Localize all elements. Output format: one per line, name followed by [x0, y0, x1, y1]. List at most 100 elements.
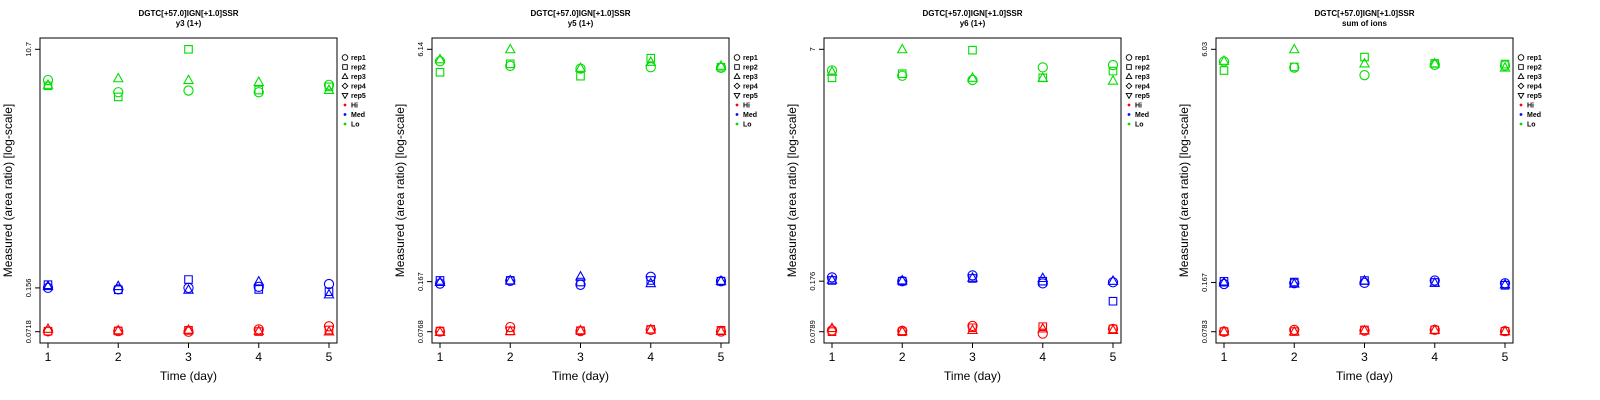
- data-point-med-rep1: [1218, 278, 1230, 290]
- legend-label: Med: [1527, 112, 1541, 119]
- data-point-lo-rep3: [1358, 57, 1371, 68]
- data-point-hi-rep1: [826, 325, 838, 336]
- legend-dot-hi: [343, 103, 347, 107]
- data-point-med-rep2: [1038, 276, 1048, 286]
- x-tick-label: 4: [1039, 350, 1046, 364]
- legend-label: rep4: [1527, 84, 1542, 91]
- data-point-hi-rep3: [253, 324, 265, 335]
- data-point-lo-rep1: [897, 70, 908, 81]
- data-point-lo-rep3: [645, 55, 657, 66]
- plot-frame: [823, 37, 1122, 344]
- data-point-lo-rep2: [1289, 62, 1299, 72]
- chart-title: DGTC[+57.0]IGN[+1.0]SSR: [922, 9, 1022, 18]
- legend-marker-rep1: [1125, 54, 1133, 61]
- data-point-med-rep1: [826, 272, 838, 283]
- data-point-hi-rep3: [1358, 324, 1371, 335]
- data-point-lo-rep3: [715, 59, 727, 70]
- data-point-lo-rep2: [505, 59, 515, 69]
- y-tick-label: 0.176: [808, 272, 817, 291]
- data-point-lo-rep2: [646, 53, 656, 63]
- data-point-med-rep3: [253, 275, 265, 286]
- data-point-med-rep2: [1108, 296, 1118, 306]
- y-tick-label: 0.0789: [808, 320, 817, 343]
- chart-panel-1: DGTC[+57.0]IGN[+1.0]SSR y3 (1+) 1 2 3 4 5 0.071…: [0, 0, 392, 400]
- chart-title: DGTC[+57.0]IGN[+1.0]SSR: [1314, 9, 1414, 18]
- data-point-lo-rep1: [253, 87, 264, 98]
- legend-marker-rep5: [1517, 92, 1525, 100]
- data-point-hi-rep3: [434, 325, 446, 336]
- data-point-lo-rep3: [1037, 71, 1049, 82]
- x-tick-label: 5: [1110, 350, 1117, 364]
- y-tick-label: 0.0718: [24, 320, 33, 343]
- data-point-hi-rep3: [574, 324, 587, 335]
- data-point-med-rep1: [1037, 278, 1048, 289]
- chart-subtitle: sum of ions: [1342, 19, 1387, 28]
- legend-label: Lo: [743, 122, 752, 129]
- data-point-lo-rep3: [112, 72, 124, 83]
- data-point-med-rep3: [323, 288, 335, 299]
- data-point-lo-rep1: [1037, 62, 1048, 73]
- data-point-med-rep3: [966, 271, 979, 282]
- data-point-med-rep3: [715, 274, 727, 285]
- x-axis-label: Time (day): [160, 369, 217, 383]
- legend-dot-lo: [735, 122, 739, 126]
- data-point-lo-rep2: [897, 69, 907, 79]
- x-tick-label: 5: [718, 350, 725, 364]
- legend-dot-lo: [343, 122, 347, 126]
- data-point-lo-rep3: [323, 84, 335, 95]
- x-tick-label: 5: [1502, 350, 1509, 364]
- data-point-med-rep3: [1218, 276, 1230, 287]
- data-point-lo-rep2: [324, 82, 334, 92]
- data-point-hi-rep1: [505, 321, 516, 333]
- data-point-med-rep1: [42, 282, 54, 294]
- legend-marker-rep5: [733, 92, 741, 100]
- data-point-med-rep3: [896, 274, 908, 285]
- data-point-med-rep1: [645, 271, 656, 282]
- data-point-lo-rep1: [1107, 59, 1119, 71]
- legend-dot-hi: [1519, 103, 1523, 107]
- chart-panel-4: DGTC[+57.0]IGN[+1.0]SSR sum of ions 1 2 3 4 5 0…: [1176, 0, 1568, 400]
- y-axis-label: Measured (area ratio) [log-scale]: [1177, 104, 1191, 277]
- plot-frame: [1215, 37, 1514, 344]
- data-point-med-rep3: [112, 280, 124, 291]
- legend-dot-med: [1127, 113, 1131, 116]
- data-point-med-rep3: [434, 276, 446, 287]
- data-point-med-rep3: [1429, 276, 1441, 287]
- legend-label: rep2: [351, 65, 366, 72]
- legend-marker-rep2: [1126, 64, 1132, 70]
- data-point-hi-rep1: [967, 320, 978, 332]
- data-point-med-rep3: [1037, 272, 1049, 283]
- legend-marker-rep1: [733, 54, 741, 61]
- data-point-med-rep3: [504, 274, 516, 285]
- data-point-med-rep2: [254, 285, 264, 294]
- x-axis-label: Time (day): [552, 369, 609, 383]
- x-tick-label: 1: [45, 350, 52, 364]
- legend-marker-rep1: [1517, 54, 1525, 61]
- y-tick-label: 0.0783: [1200, 320, 1209, 343]
- x-tick-label: 1: [1221, 350, 1228, 364]
- x-tick-label: 1: [437, 350, 444, 364]
- data-point-hi-rep3: [896, 325, 908, 336]
- x-tick-label: 2: [115, 350, 122, 364]
- chart-subtitle: y5 (1+): [568, 19, 594, 28]
- legend-marker-rep2: [1518, 64, 1524, 70]
- data-point-med-rep3: [1499, 278, 1511, 289]
- x-tick-label: 2: [507, 350, 514, 364]
- data-point-hi-rep3: [826, 322, 838, 333]
- x-tick-label: 5: [326, 350, 333, 364]
- data-point-lo-rep1: [42, 74, 54, 86]
- data-point-lo-rep1: [434, 56, 446, 67]
- plot-frame: [431, 37, 730, 344]
- y-tick-label: 10.7: [24, 42, 33, 57]
- data-point-lo-rep3: [434, 53, 446, 64]
- legend-label: rep5: [743, 93, 758, 100]
- data-point-lo-rep1: [323, 79, 335, 90]
- legend-label: rep1: [351, 55, 366, 62]
- data-point-hi-rep3: [715, 325, 727, 336]
- y-tick-label: 0.0768: [416, 320, 425, 343]
- data-point-lo-rep2: [1500, 59, 1510, 69]
- data-point-lo-rep2: [576, 71, 585, 81]
- legend-label: Lo: [351, 122, 360, 129]
- legend-marker-rep5: [341, 92, 349, 100]
